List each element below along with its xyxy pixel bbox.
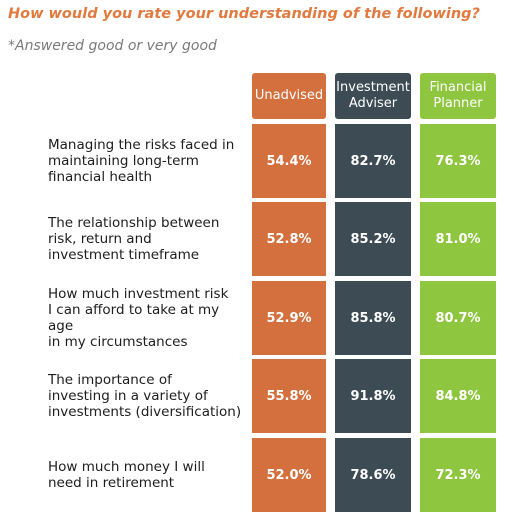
- value-cell-investment-adviser: 85.8%: [335, 281, 411, 355]
- row-label: How much investment risk I can afford to…: [48, 286, 229, 350]
- value-cell-financial-planner: 80.7%: [420, 281, 496, 355]
- column-header-unadvised: Unadvised: [252, 73, 326, 119]
- column-header-financial-planner: Financial Planner: [420, 73, 496, 119]
- value-cell-financial-planner: 81.0%: [420, 202, 496, 276]
- value-cell-unadvised: 55.8%: [252, 359, 326, 433]
- row-label: The importance of investing in a variety…: [48, 372, 242, 420]
- value-cell-investment-adviser: 91.8%: [335, 359, 411, 433]
- value-cell-unadvised: 52.9%: [252, 281, 326, 355]
- chart-title: How would you rate your understanding of…: [8, 6, 480, 22]
- value-cell-investment-adviser: 82.7%: [335, 124, 411, 198]
- value-cell-investment-adviser: 78.6%: [335, 438, 411, 512]
- row-label: How much money I will need in retirement: [48, 459, 205, 491]
- value-cell-unadvised: 52.8%: [252, 202, 326, 276]
- row-label: Managing the risks faced in maintaining …: [48, 137, 235, 185]
- value-cell-financial-planner: 72.3%: [420, 438, 496, 512]
- value-cell-unadvised: 54.4%: [252, 124, 326, 198]
- row-label: The relationship between risk, return an…: [48, 215, 220, 263]
- chart-subtitle: *Answered good or very good: [8, 38, 217, 54]
- value-cell-unadvised: 52.0%: [252, 438, 326, 512]
- value-cell-financial-planner: 84.8%: [420, 359, 496, 433]
- value-cell-financial-planner: 76.3%: [420, 124, 496, 198]
- column-header-investment-adviser: Investment Adviser: [335, 73, 411, 119]
- value-cell-investment-adviser: 85.2%: [335, 202, 411, 276]
